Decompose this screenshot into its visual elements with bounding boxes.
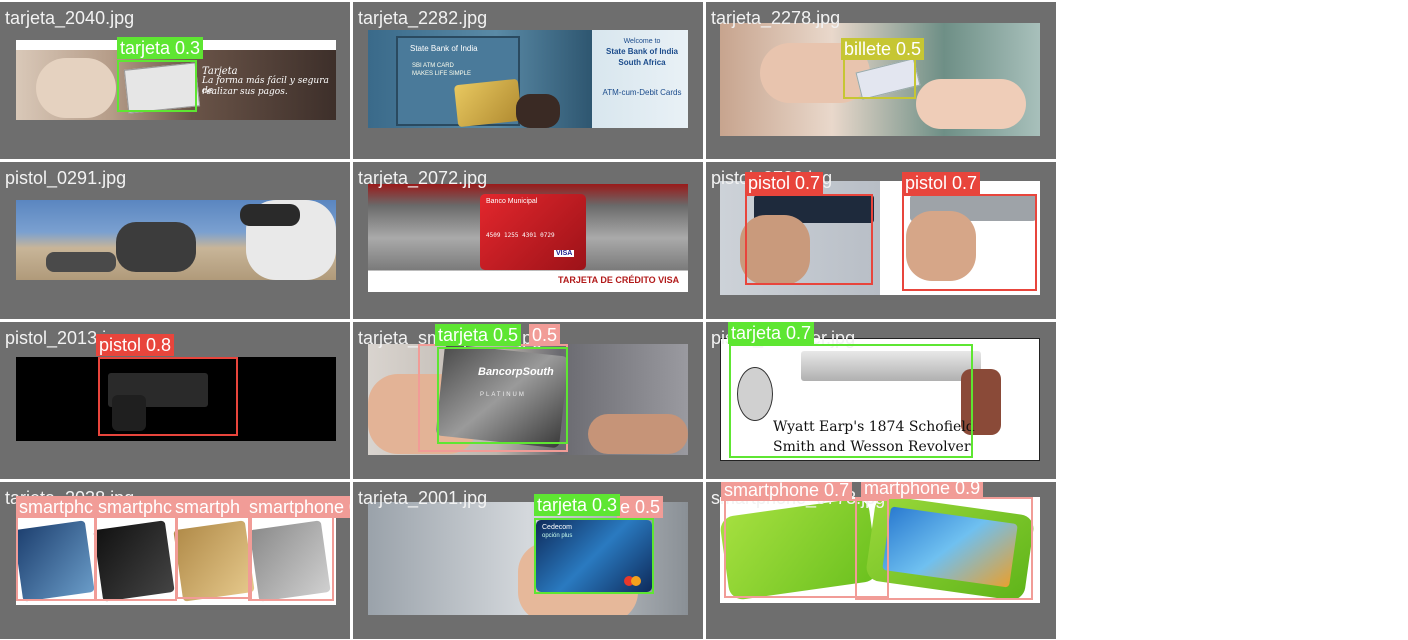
bbox-label: tarjeta 0.5 bbox=[435, 324, 522, 346]
tile-pistol-revolver[interactable]: pistol_revolver.jpg Wyatt Earp's 1874 Sc… bbox=[706, 322, 1056, 479]
tile-pistol-2013[interactable]: pistol_2013.jpg pistol 0.8 bbox=[0, 322, 350, 479]
bbox-smartphone-4[interactable] bbox=[248, 515, 334, 601]
bbox-pistol[interactable] bbox=[98, 357, 238, 436]
bbox-tarjeta[interactable] bbox=[117, 60, 197, 112]
bbox-label: pistol 0.8 bbox=[96, 334, 175, 356]
bbox-billete[interactable] bbox=[843, 54, 916, 99]
bbox-label: 0.5 bbox=[529, 324, 561, 346]
card-tier: PLATINUM bbox=[480, 392, 526, 398]
bbox-label: smartph bbox=[172, 496, 250, 518]
tile-image: Banco Municipal 4509 1255 4301 0729 VISA… bbox=[368, 184, 688, 292]
tile-pistol-0291[interactable]: pistol_0291.jpg bbox=[0, 162, 350, 319]
card-bank: Banco Municipal bbox=[486, 198, 538, 205]
tile-tarjeta-2001[interactable]: tarjeta_2001.jpg Cedecom opción plus e 0… bbox=[353, 482, 703, 639]
bbox-smartphone-3[interactable] bbox=[176, 515, 252, 599]
tile-filename: pistol_0291.jpg bbox=[5, 168, 127, 188]
tile-pistol-0733[interactable]: pistol_0733.jpg pistol 0.7 pistol 0.7 bbox=[706, 162, 1056, 319]
bbox-label: smartphone 0.7 bbox=[721, 482, 853, 501]
welcome-text: Welcome to bbox=[623, 38, 661, 45]
atm-screen-text: SBI ATM CARD MAKES LIFE SIMPLE bbox=[412, 63, 472, 77]
tile-image bbox=[16, 357, 336, 441]
atm-sign: State Bank of India bbox=[410, 44, 478, 53]
tile-filename: tarjeta_2278.jpg bbox=[711, 8, 841, 28]
bbox-label: martphone 0.9 bbox=[861, 482, 984, 499]
bank-name-1: State Bank of India bbox=[605, 47, 678, 56]
tile-image: Wyatt Earp's 1874 Schofield Smith and We… bbox=[720, 338, 1040, 461]
detection-grid: tarjeta_2040.jpg Tarjeta La forma más fá… bbox=[0, 0, 1056, 640]
card-caption: TARJETA DE CRÉDITO VISA bbox=[558, 275, 680, 285]
bbox-label: tarjeta 0.3 bbox=[534, 494, 621, 516]
bbox-label: smartphone 0.4 bbox=[246, 496, 350, 518]
card-tier: opción plus bbox=[542, 533, 573, 539]
bbox-tarjeta[interactable] bbox=[534, 518, 654, 594]
atm-debit-text: ATM-cum-Debit Cards bbox=[602, 88, 682, 97]
image-caption-3: realizar sus pagos. bbox=[202, 87, 288, 97]
tile-tarjeta-2040[interactable]: tarjeta_2040.jpg Tarjeta La forma más fá… bbox=[0, 2, 350, 159]
tile-image: State Bank of India SBI ATM CARD MAKES L… bbox=[368, 30, 688, 128]
tile-tarjeta-smartphone[interactable]: tarjeta_smartphone.jpg BancorpSouth PLAT… bbox=[353, 322, 703, 479]
bbox-pistol-2[interactable] bbox=[902, 194, 1037, 291]
tile-tarjeta-2282[interactable]: tarjeta_2282.jpg State Bank of India SBI… bbox=[353, 2, 703, 159]
image-caption-2: La forma más fácil y segura de bbox=[202, 76, 329, 96]
tile-tarjeta-2072[interactable]: tarjeta_2072.jpg Banco Municipal 4509 12… bbox=[353, 162, 703, 319]
card-brand: BancorpSouth bbox=[478, 366, 554, 378]
bbox-label: tarjeta 0.7 bbox=[728, 322, 815, 344]
image-caption-1: Tarjeta bbox=[202, 66, 238, 77]
bbox-label: smartphc bbox=[95, 496, 177, 518]
tile-filename: tarjeta_2282.jpg bbox=[358, 8, 488, 28]
bbox-smartphone-2[interactable] bbox=[855, 497, 1033, 600]
tile-tarjeta-2278[interactable]: tarjeta_2278.jpg billete 0.5 bbox=[706, 2, 1056, 159]
bbox-smartphone-2[interactable] bbox=[95, 515, 177, 601]
tile-tarjeta-2038[interactable]: tarjeta_2038.jpg smartphc smartphc smart… bbox=[0, 482, 350, 639]
revolver-caption-1: Wyatt Earp's 1874 Schofield bbox=[773, 419, 975, 435]
bbox-label: e 0.5 bbox=[617, 496, 664, 518]
tile-filename: tarjeta_2072.jpg bbox=[358, 168, 488, 188]
tile-filename: tarjeta_2001.jpg bbox=[358, 488, 488, 508]
bbox-smartphone-1[interactable] bbox=[16, 515, 96, 601]
bbox-label: smartphc bbox=[16, 496, 98, 518]
card-number: 4509 1255 4301 0729 bbox=[486, 232, 555, 239]
bbox-label: pistol 0.7 bbox=[902, 172, 981, 194]
bbox-label: billete 0.5 bbox=[841, 38, 925, 60]
tile-smartphone-0773[interactable]: smartphone_0773.jpg smartphone 0.7 martp… bbox=[706, 482, 1056, 639]
card-visa: VISA bbox=[554, 250, 575, 257]
tile-image bbox=[720, 181, 1040, 295]
revolver-caption-2: Smith and Wesson Revolver bbox=[773, 439, 971, 455]
bbox-tarjeta[interactable] bbox=[437, 347, 568, 444]
tile-image bbox=[16, 200, 336, 280]
bank-name-2: South Africa bbox=[618, 58, 666, 67]
tile-image: BancorpSouth PLATINUM bbox=[368, 344, 688, 455]
tile-image: Cedecom opción plus bbox=[368, 502, 688, 615]
tile-filename: pistol_2013.jpg bbox=[5, 328, 127, 348]
bbox-pistol-1[interactable] bbox=[745, 194, 873, 285]
tile-filename: tarjeta_2040.jpg bbox=[5, 8, 135, 28]
bbox-label: tarjeta 0.3 bbox=[117, 37, 204, 59]
bbox-tarjeta[interactable] bbox=[729, 344, 973, 458]
tile-image bbox=[720, 497, 1040, 603]
bbox-label: pistol 0.7 bbox=[745, 172, 824, 194]
card-bank: Cedecom bbox=[542, 524, 572, 531]
